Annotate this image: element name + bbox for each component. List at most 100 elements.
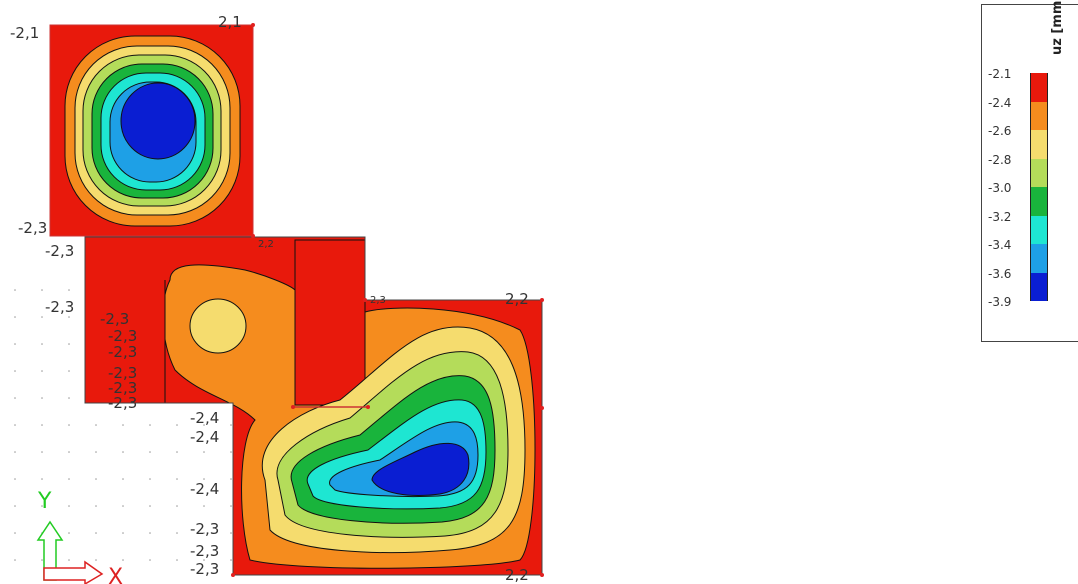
grid-dot: [95, 532, 97, 534]
grid-dot: [95, 505, 97, 507]
color-legend: uz [mm] -2.1 -2.4 -2.6 -2.8 -3.0 -3.2 -3.4 -3.6…: [981, 0, 1078, 342]
label-mid-g: -2,4: [190, 409, 219, 427]
grid-dot: [122, 559, 124, 561]
grid-dot: [230, 478, 232, 480]
legend-level-label: -3.0: [988, 181, 1012, 195]
legend-color-swatch: [1030, 215, 1048, 244]
grid-dot: [95, 478, 97, 480]
legend-level-label: -3.9: [988, 295, 1012, 309]
label-mid-e: -2,3: [108, 379, 137, 397]
label-tl-bottom-left: -2,3: [18, 219, 47, 237]
grid-dot: [176, 451, 178, 453]
grid-dot: [41, 370, 43, 372]
grid-dot: [176, 532, 178, 534]
label-mid-a: -2,3: [100, 310, 129, 328]
grid-dot: [122, 424, 124, 426]
label-mid-c: -2,3: [108, 343, 137, 361]
legend-color-swatch: [1030, 187, 1048, 216]
y-axis-label: Y: [37, 489, 52, 514]
grid-dot: [176, 424, 178, 426]
grid-dot: [176, 559, 178, 561]
grid-dot: [149, 424, 151, 426]
legend-level-label: -3.4: [988, 238, 1012, 252]
grid-dot: [68, 343, 70, 345]
grid-dot: [230, 451, 232, 453]
grid-dot: [176, 505, 178, 507]
label-tl-top-left: -2,1: [10, 24, 39, 42]
node-value-labels: -2,1 2,1 -2,3 -2,3 -2,3 -2,3 -2,3 -2,3 -…: [10, 13, 529, 584]
grid-dot: [149, 451, 151, 453]
grid-dot: [41, 559, 43, 561]
legend-color-swatch: [1030, 158, 1048, 187]
legend-level-label: -2.8: [988, 152, 1012, 167]
legend-level-label: -2.6: [988, 124, 1012, 138]
grid-dot: [149, 559, 151, 561]
grid-dot: [230, 559, 232, 561]
grid-dot: [14, 343, 16, 345]
legend-color-swatch: [1030, 101, 1048, 130]
grid-dot: [95, 451, 97, 453]
grid-dot: [14, 316, 16, 318]
grid-dot: [149, 505, 151, 507]
grid-dot: [95, 424, 97, 426]
grid-dot: [41, 289, 43, 291]
slab-a-contours: [50, 25, 253, 236]
label-inner-top: 2,3: [370, 295, 386, 306]
grid-dot: [230, 532, 232, 534]
label-mid-j: -2,3: [190, 542, 219, 560]
label-mid-h2: -2,4: [190, 480, 219, 498]
grid-dot: [41, 478, 43, 480]
label-mid-h: -2,4: [190, 428, 219, 446]
label-mid-b: -2,3: [108, 327, 137, 345]
grid-dot: [203, 478, 205, 480]
grid-dot: [41, 397, 43, 399]
grid-dot: [203, 505, 205, 507]
grid-dot: [68, 532, 70, 534]
legend-color-swatch: [1030, 272, 1048, 301]
label-top-small: 2,2: [258, 239, 274, 250]
label-mid-d: -2,3: [108, 364, 137, 382]
grid-dot: [14, 532, 16, 534]
node-markers: [231, 23, 544, 577]
label-mid-k: -2,3: [190, 560, 219, 578]
grid-dot: [14, 478, 16, 480]
legend-level-label: -3.6: [988, 266, 1012, 281]
grid-dot: [122, 451, 124, 453]
x-axis-label: X: [108, 565, 123, 584]
grid-dot: [68, 316, 70, 318]
grid-dot: [68, 505, 70, 507]
grid-dot: [122, 532, 124, 534]
grid-dot: [230, 424, 232, 426]
grid-dot: [41, 451, 43, 453]
grid-dot: [122, 505, 124, 507]
grid-dot: [68, 424, 70, 426]
grid-dot: [176, 478, 178, 480]
grid-dot: [68, 478, 70, 480]
grid-dot: [14, 397, 16, 399]
grid-dot: [203, 424, 205, 426]
legend-color-swatch: [1030, 244, 1048, 273]
legend-level-label: -2.4: [988, 95, 1012, 110]
grid-dot: [41, 316, 43, 318]
grid-dot: [68, 397, 70, 399]
label-right-bottom: 2,2: [505, 566, 529, 584]
legend-title: uz [mm]: [1050, 0, 1065, 55]
legend-level-label: -3.2: [988, 209, 1012, 224]
grid-dot: [68, 559, 70, 561]
grid-dot: [14, 451, 16, 453]
grid-dot: [41, 424, 43, 426]
grid-dot: [149, 532, 151, 534]
label-mid-left-1: -2,3: [45, 242, 74, 260]
grid-dot: [14, 424, 16, 426]
grid-dot: [14, 289, 16, 291]
grid-dot: [203, 532, 205, 534]
x-axis-arrow: [43, 560, 104, 584]
grid-dot: [68, 289, 70, 291]
grid-dot: [203, 451, 205, 453]
label-right-top: 2,2: [505, 290, 529, 308]
grid-dot: [95, 559, 97, 561]
grid-dot: [41, 343, 43, 345]
label-mid-i: -2,3: [190, 520, 219, 538]
slab-a-outline: [49, 24, 254, 237]
